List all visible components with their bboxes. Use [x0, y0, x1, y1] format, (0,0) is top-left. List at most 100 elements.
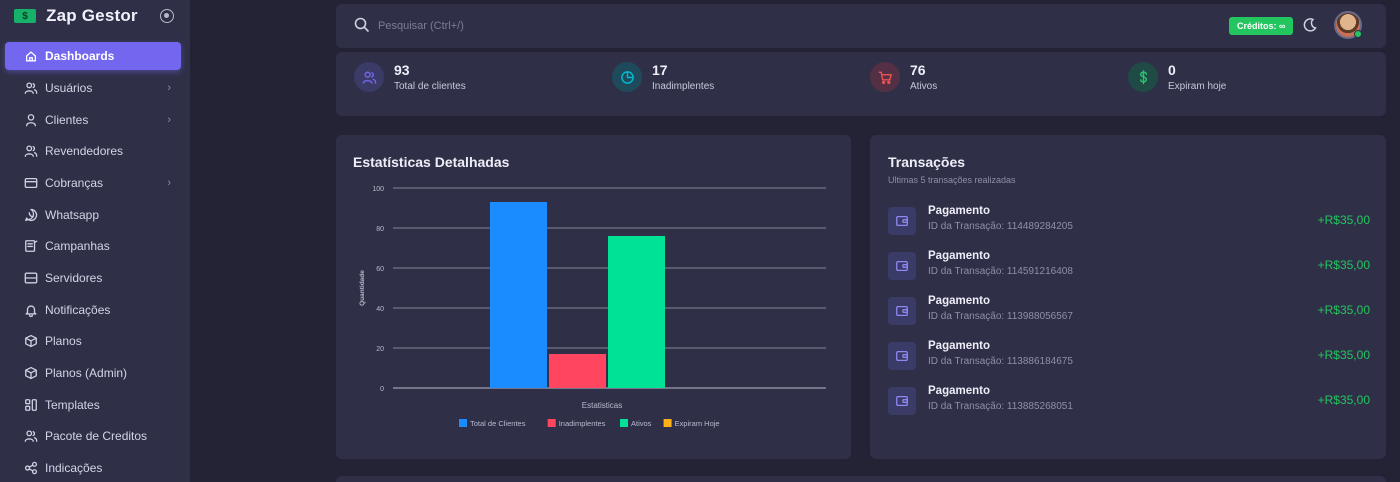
legend-swatch [663, 419, 672, 427]
whatsapp-icon [23, 207, 39, 223]
sidebar-item-pacote-de-creditos[interactable]: Pacote de Creditos [5, 421, 181, 453]
transaction-row[interactable]: Pagamento ID da Transação: 113885268051 +R… [888, 383, 1370, 419]
sidebar-item-notificações[interactable]: Notificações [5, 294, 181, 326]
sidebar-item-revendedores[interactable]: Revendedores [5, 135, 181, 167]
sidebar-item-label: Pacote de Creditos [45, 429, 148, 444]
campaign-icon [23, 238, 39, 254]
wallet-icon [888, 252, 916, 280]
chart-card-title: Estatísticas Detalhadas [353, 154, 510, 170]
stat-value: 93 [394, 62, 410, 78]
sidebar-item-label: Dashboards [45, 49, 115, 63]
stat-card: 93 Total de clientes [354, 62, 466, 92]
y-tick-label: 80 [376, 226, 384, 233]
sidebar-item-planos[interactable]: Planos [5, 326, 181, 358]
legend-swatch [547, 419, 556, 427]
sidebar-item-campanhas[interactable]: Campanhas [5, 230, 181, 262]
transaction-amount: +R$35,00 [1317, 303, 1370, 317]
bar-chart: 0 20 40 60 80 100 Quantidade Estatisticas Total … [359, 186, 826, 428]
y-tick-label: 40 [376, 306, 384, 313]
transactions-title: Transações [888, 154, 966, 170]
server-icon [23, 270, 39, 286]
sidebar-item-label: Planos (Admin) [45, 366, 128, 381]
stat-card: 17 Inadimplentes [612, 62, 714, 92]
moon-icon[interactable] [1302, 17, 1318, 33]
share-icon [23, 460, 39, 476]
legend-swatch [459, 419, 467, 427]
search-input[interactable] [378, 16, 678, 36]
users-icon [23, 428, 39, 444]
transaction-id: ID da Transação: 113886184675 [928, 356, 1073, 367]
transaction-row[interactable]: Pagamento ID da Transação: 114591216408 +R… [888, 248, 1370, 284]
sidebar-item-label: Usuários [45, 80, 93, 95]
transaction-title: Pagamento [928, 250, 990, 262]
y-tick-label: 20 [376, 346, 384, 353]
credits-badge[interactable]: Créditos: ∞ [1229, 17, 1294, 35]
x-category-label: Estatisticas [582, 401, 622, 410]
y-tick-label: 60 [376, 266, 384, 273]
stat-label: Ativos [910, 81, 938, 92]
sidebar-item-indicações[interactable]: Indicações [5, 452, 181, 482]
sidebar-item-whatsapp[interactable]: Whatsapp [5, 199, 181, 231]
stat-label: Expiram hoje [1168, 81, 1227, 92]
sidebar-item-label: Templates [45, 397, 100, 412]
y-axis-label: Quantidade [359, 270, 366, 306]
y-tick-label: 0 [380, 386, 384, 393]
transaction-amount: +R$35,00 [1317, 348, 1370, 362]
sidebar-toggle-icon[interactable] [160, 9, 174, 23]
transaction-amount: +R$35,00 [1317, 258, 1370, 272]
legend-swatch [620, 419, 628, 427]
transactions-subtitle: Ultimas 5 transações realizadas [888, 175, 1016, 185]
sidebar-item-templates[interactable]: Templates [5, 389, 181, 421]
package-icon [23, 365, 39, 381]
sidebar-item-label: Revendedores [45, 144, 124, 159]
sidebar-item-dashboards[interactable]: Dashboards [5, 42, 181, 70]
users-icon [23, 143, 39, 159]
pie-chart-icon [612, 62, 642, 92]
wallet-icon [888, 387, 916, 415]
transaction-title: Pagamento [928, 340, 990, 352]
sidebar: $ Zap Gestor Dashboards Usuários › Clientes… [0, 0, 190, 482]
sidebar-item-cobranças[interactable]: Cobranças › [5, 167, 181, 199]
sidebar-item-label: Whatsapp [45, 207, 100, 222]
stat-label: Total de clientes [394, 81, 466, 92]
users-icon [23, 80, 39, 96]
sidebar-item-clientes[interactable]: Clientes › [5, 104, 181, 136]
chevron-right-icon: › [167, 81, 171, 94]
stat-card: 76 Ativos [870, 62, 937, 92]
wallet-icon [888, 207, 916, 235]
app-title: Zap Gestor [46, 6, 138, 25]
sidebar-item-planos-admin[interactable]: Planos (Admin) [5, 357, 181, 389]
wallet-icon [888, 297, 916, 325]
sidebar-item-usuários[interactable]: Usuários › [5, 72, 181, 104]
package-icon [23, 333, 39, 349]
sidebar-item-label: Indicações [45, 461, 103, 476]
brand[interactable]: $ Zap Gestor [0, 0, 190, 32]
template-icon [23, 397, 39, 413]
next-card-edge [336, 476, 1386, 482]
stat-value: 76 [910, 62, 926, 78]
legend-label: Expiram Hoje [675, 419, 720, 428]
user-icon [23, 112, 39, 128]
y-tick-label: 100 [372, 186, 384, 193]
credit-card-icon [23, 175, 39, 191]
chevron-right-icon: › [167, 113, 171, 126]
search-icon[interactable] [354, 17, 370, 33]
bar-total-de-clientes [490, 202, 547, 388]
dollar-icon [1128, 62, 1158, 92]
avatar[interactable] [1334, 11, 1362, 39]
sidebar-item-label: Cobranças [45, 175, 104, 190]
wallet-icon [888, 342, 916, 370]
logo-icon: $ [14, 9, 36, 23]
transaction-row[interactable]: Pagamento ID da Transação: 113886184675 +R… [888, 338, 1370, 374]
statistics-chart-card: Estatísticas Detalhadas 0 20 40 60 80 100 Quan… [336, 135, 851, 459]
online-status-dot [1354, 30, 1362, 38]
transaction-amount: +R$35,00 [1317, 213, 1370, 227]
top-navbar: Créditos: ∞ [336, 4, 1386, 48]
sidebar-item-label: Clientes [45, 112, 89, 127]
transaction-row[interactable]: Pagamento ID da Transação: 114489284205 +R… [888, 203, 1370, 239]
sidebar-item-servidores[interactable]: Servidores [5, 262, 181, 294]
transaction-title: Pagamento [928, 205, 990, 217]
transaction-row[interactable]: Pagamento ID da Transação: 113988056567 +R… [888, 293, 1370, 329]
transaction-id: ID da Transação: 114591216408 [928, 266, 1073, 277]
sidebar-item-label: Campanhas [45, 239, 110, 254]
